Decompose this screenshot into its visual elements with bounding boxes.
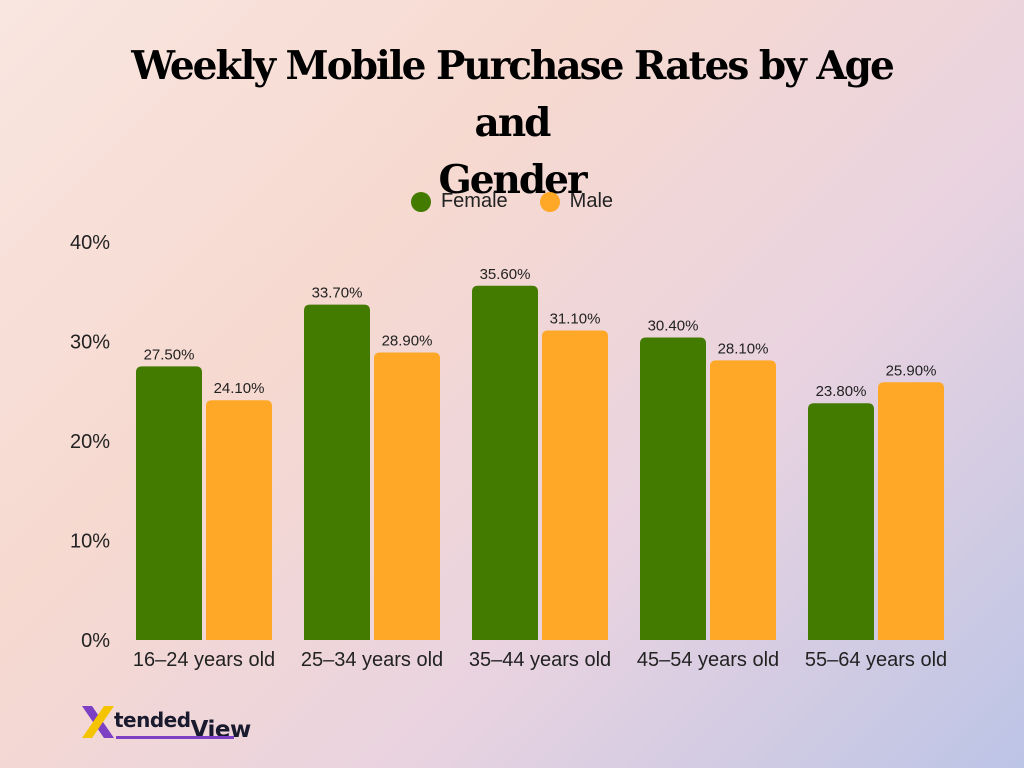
data-label: 33.70% [312, 285, 363, 302]
bar-male [542, 330, 608, 640]
legend-item-male: Male [539, 190, 614, 213]
y-tick-label: 30% [70, 332, 110, 354]
brand-name-part-1: tended [114, 708, 191, 732]
data-label: 30.40% [648, 318, 699, 335]
data-label: 35.60% [480, 266, 531, 283]
y-tick-label: 0% [81, 630, 110, 652]
legend-swatch-female [410, 191, 431, 212]
legend-swatch-male [539, 191, 560, 212]
bar-female [808, 403, 874, 640]
data-label: 24.10% [214, 380, 265, 397]
data-label: 23.80% [816, 383, 867, 400]
bar-male [878, 382, 944, 640]
y-tick-label: 10% [70, 531, 110, 553]
data-label: 27.50% [144, 346, 195, 363]
legend-item-female: Female [410, 190, 508, 213]
data-label: 31.10% [550, 311, 601, 328]
bar-female [304, 304, 370, 640]
chart-title-line-2: Gender [438, 157, 587, 203]
x-tick-label: 55–64 years old [805, 649, 947, 671]
x-tick-label: 45–54 years old [637, 649, 779, 671]
x-tick-label: 35–44 years old [469, 649, 611, 671]
chart-legend: Female Male [0, 190, 1024, 213]
chart-title: Weekly Mobile Purchase Rates by Age and … [112, 38, 912, 209]
bar-female [136, 366, 202, 640]
brand-name-part-2: View [190, 717, 252, 743]
bar-male [710, 360, 776, 640]
data-label: 25.90% [886, 362, 937, 379]
y-tick-label: 40% [70, 232, 110, 254]
data-label: 28.10% [718, 340, 769, 357]
x-tick-label: 25–34 years old [301, 649, 443, 671]
bar-male [374, 352, 440, 640]
legend-label-male: Male [569, 190, 614, 212]
legend-label-female: Female [440, 190, 508, 212]
y-tick-label: 20% [70, 431, 110, 453]
bar-female [640, 337, 706, 640]
data-label: 28.90% [382, 332, 433, 349]
x-tick-label: 16–24 years old [133, 649, 275, 671]
brand-logo: tendedView [78, 702, 268, 743]
x-logo-icon [82, 706, 114, 738]
chart-title-line-1: Weekly Mobile Purchase Rates by Age and [131, 43, 895, 146]
bar-male [206, 400, 272, 640]
brand-underline [116, 736, 234, 739]
bar-female [472, 285, 538, 640]
